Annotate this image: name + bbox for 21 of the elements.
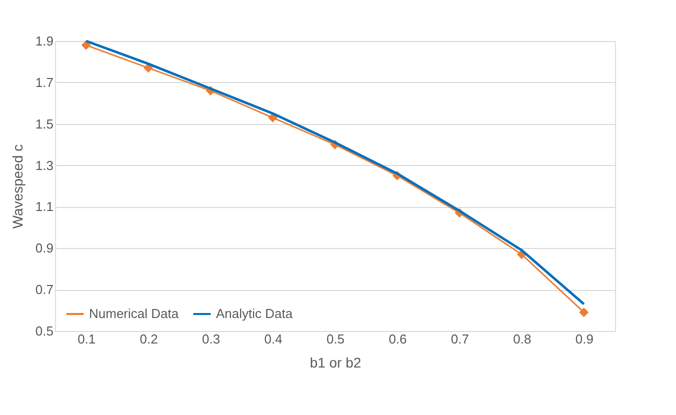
x-tick-label: 0.6	[388, 332, 407, 346]
x-tick-label: 0.4	[264, 332, 282, 346]
y-tick-label: 1.1	[35, 199, 54, 214]
y-tick-label: 1.7	[35, 74, 54, 90]
legend-label: Analytic Data	[216, 306, 294, 321]
y-tick-label: 0.9	[35, 240, 54, 256]
x-tick-label: 0.1	[78, 332, 96, 346]
x-tick-label: 0.9	[575, 332, 594, 346]
point	[579, 308, 589, 318]
y-tick-label: 1.5	[35, 116, 54, 132]
y-axis-title: Wavespeed c	[9, 144, 26, 229]
x-tick-label: 0.2	[140, 332, 158, 346]
y-tick-label: 1.3	[35, 158, 54, 173]
x-axis-title: b1 or b2	[310, 354, 362, 370]
y-tick-label: 0.7	[35, 282, 54, 298]
y-tick-label: 1.9	[35, 34, 54, 48]
legend-label: Numerical Data	[89, 306, 180, 321]
x-tick-label: 0.5	[326, 332, 345, 346]
x-tick-label: 0.8	[513, 332, 532, 346]
x-tick-label: 0.3	[202, 332, 220, 346]
x-tick-label: 0.7	[450, 332, 469, 346]
